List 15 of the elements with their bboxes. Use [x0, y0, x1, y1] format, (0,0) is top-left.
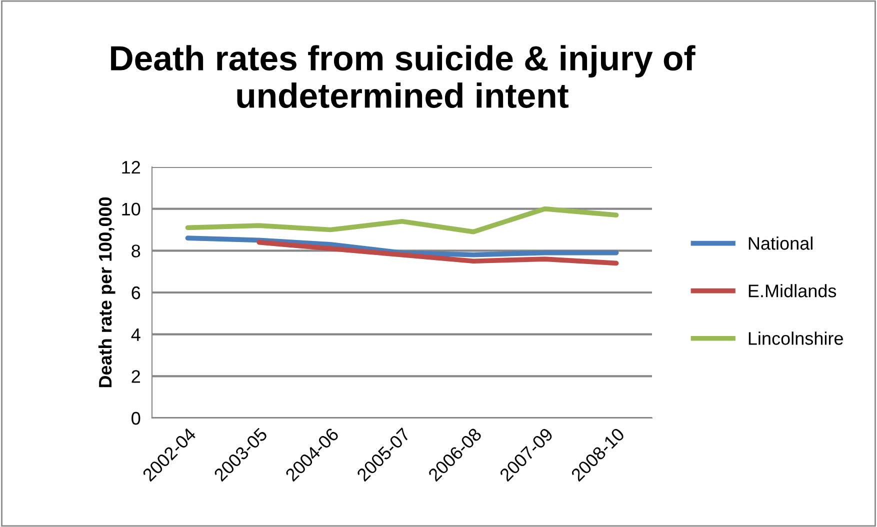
- legend-label: E.Midlands: [748, 284, 836, 298]
- legend-label: National: [748, 236, 812, 250]
- y-tick-label: 8: [132, 244, 140, 258]
- y-tick-label: 6: [132, 286, 140, 300]
- y-tick-label: 0: [132, 412, 140, 425]
- y-tick-label: 2: [132, 370, 140, 383]
- y-tick-label: 10: [122, 202, 140, 216]
- y-tick-label: 12: [122, 160, 140, 174]
- line-series: [256, 240, 619, 266]
- line-series: [185, 236, 619, 258]
- line-series: [185, 206, 619, 234]
- y-tick-label: 4: [131, 328, 140, 341]
- y-axis-title: Death rate per 100,000: [98, 197, 116, 388]
- chart-title: Death rates from suicide & injury of undetermined intent: [111, 45, 696, 108]
- legend-label: Lincolnshire: [748, 332, 843, 345]
